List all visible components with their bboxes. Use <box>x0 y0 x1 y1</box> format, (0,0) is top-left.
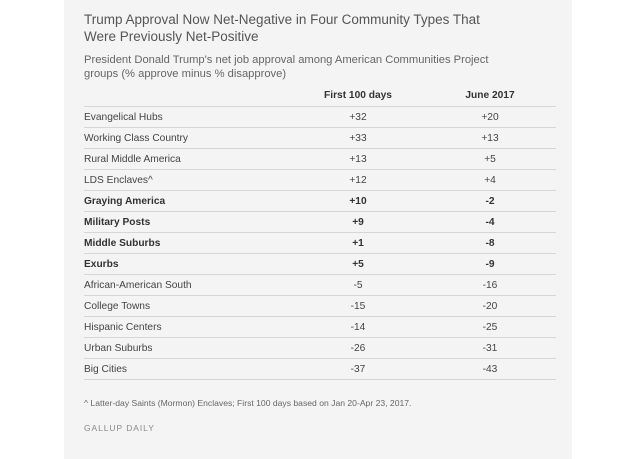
row-label: Exurbs <box>84 253 292 275</box>
first-100-days-value: +10 <box>292 190 424 212</box>
row-label: College Towns <box>84 295 292 317</box>
first-100-days-value: -26 <box>292 337 424 359</box>
table-header-row: First 100 days June 2017 <box>84 85 556 107</box>
june-2017-value: -43 <box>424 358 556 380</box>
column-header-june-2017: June 2017 <box>465 90 515 101</box>
chart-subtitle: President Donald Trump's net job approva… <box>84 54 489 80</box>
table-row: Hispanic Centers -14 -25 <box>84 316 556 338</box>
row-label: African-American South <box>84 274 292 296</box>
table-row: Rural Middle America +13 +5 <box>84 148 556 170</box>
june-2017-value: -25 <box>424 316 556 338</box>
row-label: Hispanic Centers <box>84 316 292 338</box>
table-row: Urban Suburbs -26 -31 <box>84 337 556 359</box>
first-100-days-value: +12 <box>292 169 424 191</box>
column-header-group <box>84 85 292 107</box>
first-100-days-value: +13 <box>292 148 424 170</box>
row-label: Evangelical Hubs <box>84 106 292 128</box>
row-label: LDS Enclaves^ <box>84 169 292 191</box>
table-row: Big Cities -37 -43 <box>84 358 556 380</box>
june-2017-value: -9 <box>424 253 556 275</box>
june-2017-value: +5 <box>424 148 556 170</box>
first-100-days-value: +33 <box>292 127 424 149</box>
june-2017-value: -20 <box>424 295 556 317</box>
table-row: LDS Enclaves^ +12 +4 <box>84 169 556 191</box>
june-2017-value: -4 <box>424 211 556 233</box>
table-body: Evangelical Hubs +32 +20 Working Class Coun… <box>84 106 556 380</box>
june-2017-value: -31 <box>424 337 556 359</box>
table-row: Military Posts +9 -4 <box>84 211 556 233</box>
row-label: Rural Middle America <box>84 148 292 170</box>
first-100-days-value: -37 <box>292 358 424 380</box>
june-2017-value: -16 <box>424 274 556 296</box>
first-100-days-value: -5 <box>292 274 424 296</box>
table-row: Middle Suburbs +1 -8 <box>84 232 556 254</box>
table-row: College Towns -15 -20 <box>84 295 556 317</box>
row-label: Urban Suburbs <box>84 337 292 359</box>
row-label: Working Class Country <box>84 127 292 149</box>
table-row: African-American South -5 -16 <box>84 274 556 296</box>
table-row: Evangelical Hubs +32 +20 <box>84 106 556 128</box>
june-2017-value: -2 <box>424 190 556 212</box>
june-2017-value: -8 <box>424 232 556 254</box>
approval-table: First 100 days June 2017 Evangelical Hub… <box>84 85 556 380</box>
row-label: Middle Suburbs <box>84 232 292 254</box>
first-100-days-value: +32 <box>292 106 424 128</box>
chart-title: Trump Approval Now Net-Negative in Four … <box>84 12 480 44</box>
column-header-first-100-days: First 100 days <box>324 90 392 101</box>
row-label: Military Posts <box>84 211 292 233</box>
table-row: Exurbs +5 -9 <box>84 253 556 275</box>
first-100-days-value: -15 <box>292 295 424 317</box>
june-2017-value: +4 <box>424 169 556 191</box>
source-label: GALLUP DAILY <box>84 423 155 433</box>
june-2017-value: +20 <box>424 106 556 128</box>
footnote: ^ Latter-day Saints (Mormon) Enclaves; F… <box>84 398 412 408</box>
june-2017-value: +13 <box>424 127 556 149</box>
first-100-days-value: -14 <box>292 316 424 338</box>
table-row: Working Class Country +33 +13 <box>84 127 556 149</box>
first-100-days-value: +1 <box>292 232 424 254</box>
table-row: Graying America +10 -2 <box>84 190 556 212</box>
row-label: Graying America <box>84 190 292 212</box>
first-100-days-value: +5 <box>292 253 424 275</box>
row-label: Big Cities <box>84 358 292 380</box>
first-100-days-value: +9 <box>292 211 424 233</box>
